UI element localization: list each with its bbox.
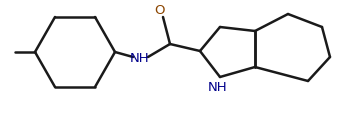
Text: O: O <box>155 3 165 16</box>
Text: NH: NH <box>130 52 150 65</box>
Text: NH: NH <box>208 81 228 94</box>
